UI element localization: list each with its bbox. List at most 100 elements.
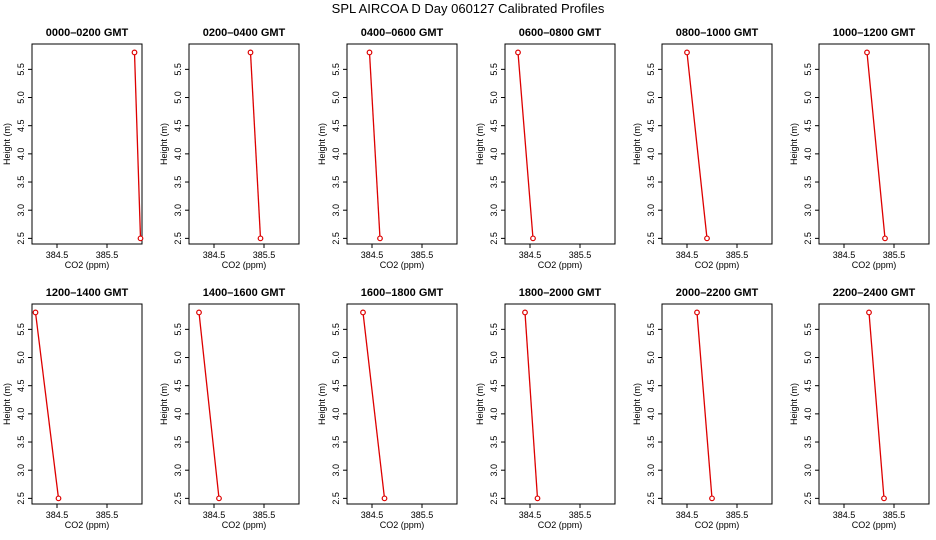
y-tick-label: 2.5 bbox=[489, 232, 499, 245]
y-tick-label: 3.0 bbox=[489, 464, 499, 477]
y-tick-label: 4.0 bbox=[489, 408, 499, 421]
x-tick-label: 385.5 bbox=[411, 250, 434, 260]
y-axis-label: Height (m) bbox=[475, 383, 485, 425]
panel-title: 1200–1400 GMT bbox=[46, 287, 129, 299]
series-line bbox=[696, 312, 713, 499]
series-line bbox=[868, 312, 885, 499]
plot-frame bbox=[31, 43, 143, 245]
y-tick-label: 4.0 bbox=[803, 408, 813, 421]
plot-frame bbox=[346, 303, 458, 505]
y-axis-label: Height (m) bbox=[2, 383, 12, 425]
y-tick-label: 5.5 bbox=[173, 323, 183, 336]
data-point bbox=[530, 235, 536, 242]
y-tick-label: 4.5 bbox=[331, 119, 341, 132]
profile-panel: 2000–2200 GMT 384.5 385.5 2.5 3.0 3.5 4.0 4.5 5.… bbox=[632, 287, 773, 530]
x-tick-label: 384.5 bbox=[519, 250, 542, 260]
data-point bbox=[881, 495, 887, 502]
x-axis-label: CO2 (ppm) bbox=[695, 260, 740, 270]
data-point bbox=[684, 49, 690, 56]
y-axis-label: Height (m) bbox=[317, 123, 327, 165]
x-axis-label: CO2 (ppm) bbox=[852, 520, 897, 530]
y-tick-label: 5.0 bbox=[803, 351, 813, 364]
y-axis-label: Height (m) bbox=[632, 383, 642, 425]
series-line bbox=[866, 52, 886, 239]
page-title: SPL AIRCOA D Day 060127 Calibrated Profi… bbox=[331, 1, 605, 16]
y-tick-label: 5.5 bbox=[173, 63, 183, 76]
x-tick-label: 385.5 bbox=[883, 510, 906, 520]
data-point bbox=[55, 495, 62, 502]
profile-panel: 1400–1600 GMT 384.5 385.5 2.5 3.0 3.5 4.0 4.5 5.… bbox=[159, 287, 300, 530]
series-line bbox=[686, 52, 708, 239]
y-tick-label: 4.0 bbox=[173, 148, 183, 161]
y-tick-label: 5.0 bbox=[16, 351, 26, 364]
plot-frame bbox=[188, 303, 300, 505]
y-axis-label: Height (m) bbox=[789, 383, 799, 425]
y-tick-label: 3.0 bbox=[331, 464, 341, 477]
panel-title: 2200–2400 GMT bbox=[833, 287, 916, 299]
y-tick-label: 4.5 bbox=[489, 119, 499, 132]
y-tick-label: 4.0 bbox=[646, 408, 656, 421]
y-tick-label: 5.0 bbox=[173, 91, 183, 104]
y-tick-label: 3.5 bbox=[173, 436, 183, 449]
y-tick-label: 2.5 bbox=[803, 492, 813, 505]
x-tick-label: 385.5 bbox=[569, 510, 592, 520]
y-tick-label: 2.5 bbox=[173, 492, 183, 505]
y-tick-label: 5.5 bbox=[331, 323, 341, 336]
panel-title: 1000–1200 GMT bbox=[833, 27, 916, 39]
y-tick-label: 3.0 bbox=[16, 204, 26, 217]
y-tick-label: 4.0 bbox=[646, 148, 656, 161]
x-axis-label: CO2 (ppm) bbox=[65, 260, 110, 270]
series-line bbox=[198, 312, 220, 499]
data-point bbox=[515, 49, 521, 56]
x-axis-label: CO2 (ppm) bbox=[538, 520, 583, 530]
panel-title: 0400–0600 GMT bbox=[361, 27, 444, 39]
x-axis-label: CO2 (ppm) bbox=[695, 520, 740, 530]
plot-frame bbox=[31, 303, 143, 505]
y-tick-label: 4.5 bbox=[331, 379, 341, 392]
y-tick-label: 3.0 bbox=[173, 464, 183, 477]
panel-title: 1800–2000 GMT bbox=[519, 287, 602, 299]
y-axis-label: Height (m) bbox=[159, 123, 169, 165]
profile-panel: 1200–1400 GMT 384.5 385.5 2.5 3.0 3.5 4.0 4.5 5.… bbox=[2, 287, 143, 530]
profile-panel: 2200–2400 GMT 384.5 385.5 2.5 3.0 3.5 4.0 4.5 5.… bbox=[789, 287, 930, 530]
y-tick-label: 4.5 bbox=[16, 379, 26, 392]
profile-panel: 0400–0600 GMT 384.5 385.5 2.5 3.0 3.5 4.0 4.5 5.… bbox=[317, 27, 458, 270]
y-tick-label: 5.0 bbox=[803, 91, 813, 104]
y-tick-label: 3.5 bbox=[646, 176, 656, 189]
y-axis-label: Height (m) bbox=[2, 123, 12, 165]
plot-frame bbox=[661, 303, 773, 505]
plot-frame bbox=[818, 43, 930, 245]
panel-title: 0800–1000 GMT bbox=[676, 27, 759, 39]
x-tick-label: 384.5 bbox=[361, 510, 384, 520]
data-point bbox=[32, 309, 39, 316]
profile-panel: 1600–1800 GMT 384.5 385.5 2.5 3.0 3.5 4.0 4.5 5.… bbox=[317, 287, 458, 530]
y-tick-label: 5.0 bbox=[646, 351, 656, 364]
x-tick-label: 384.5 bbox=[833, 250, 856, 260]
y-tick-label: 2.5 bbox=[803, 232, 813, 245]
x-tick-label: 385.5 bbox=[726, 250, 749, 260]
data-point bbox=[360, 309, 366, 316]
data-point bbox=[694, 309, 700, 316]
x-tick-label: 385.5 bbox=[96, 510, 119, 520]
data-point bbox=[366, 49, 373, 56]
data-point bbox=[866, 309, 872, 316]
y-tick-label: 5.5 bbox=[803, 63, 813, 76]
y-tick-label: 2.5 bbox=[16, 492, 26, 505]
x-axis-label: CO2 (ppm) bbox=[222, 260, 267, 270]
panel-title: 0600–0800 GMT bbox=[519, 27, 602, 39]
data-point bbox=[196, 309, 202, 316]
data-point bbox=[257, 235, 264, 242]
y-tick-label: 3.5 bbox=[16, 436, 26, 449]
y-tick-label: 4.5 bbox=[173, 379, 183, 392]
y-tick-label: 3.0 bbox=[646, 204, 656, 217]
y-tick-label: 5.5 bbox=[646, 323, 656, 336]
x-tick-label: 385.5 bbox=[883, 250, 906, 260]
series-line bbox=[362, 312, 386, 499]
x-tick-label: 385.5 bbox=[726, 510, 749, 520]
x-tick-label: 385.5 bbox=[569, 250, 592, 260]
y-tick-label: 5.0 bbox=[489, 91, 499, 104]
y-tick-label: 3.0 bbox=[803, 464, 813, 477]
x-tick-label: 385.5 bbox=[96, 250, 119, 260]
x-tick-label: 384.5 bbox=[46, 250, 69, 260]
y-tick-label: 3.5 bbox=[489, 176, 499, 189]
